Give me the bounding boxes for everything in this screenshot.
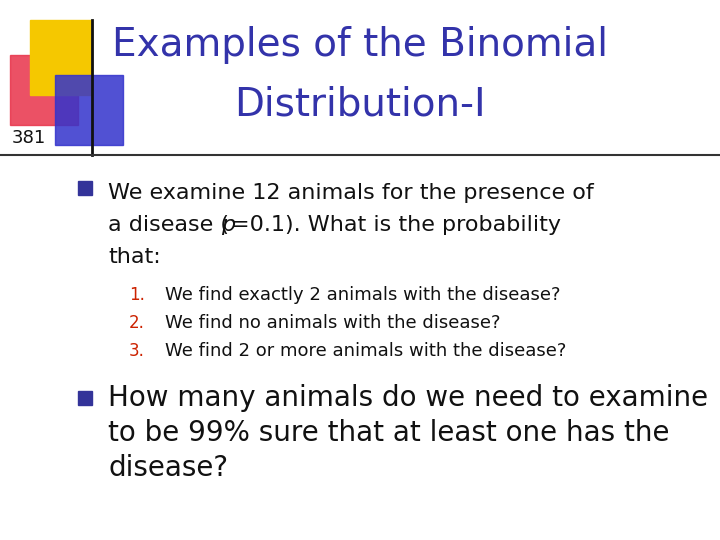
Text: to be 99% sure that at least one has the: to be 99% sure that at least one has the — [108, 419, 670, 447]
Bar — [78, 181, 92, 195]
Text: We examine 12 animals for the presence of: We examine 12 animals for the presence o… — [108, 183, 594, 203]
Text: We find exactly 2 animals with the disease?: We find exactly 2 animals with the disea… — [165, 286, 560, 304]
Bar — [30, 20, 92, 95]
Text: Distribution-I: Distribution-I — [234, 86, 486, 124]
Text: Examples of the Binomial: Examples of the Binomial — [112, 26, 608, 64]
Text: 381: 381 — [12, 129, 46, 147]
Text: a disease (: a disease ( — [108, 215, 229, 235]
Bar — [55, 75, 123, 145]
Bar — [10, 55, 78, 125]
Text: We find 2 or more animals with the disease?: We find 2 or more animals with the disea… — [165, 342, 567, 360]
Text: disease?: disease? — [108, 454, 228, 482]
Text: 2.: 2. — [129, 314, 145, 332]
Bar — [78, 391, 92, 405]
Text: p: p — [221, 215, 235, 235]
Text: 1.: 1. — [129, 286, 145, 304]
Text: We find no animals with the disease?: We find no animals with the disease? — [165, 314, 500, 332]
Text: How many animals do we need to examine: How many animals do we need to examine — [108, 384, 708, 412]
Text: 3.: 3. — [129, 342, 145, 360]
Text: that:: that: — [108, 247, 161, 267]
Text: =0.1). What is the probability: =0.1). What is the probability — [231, 215, 561, 235]
